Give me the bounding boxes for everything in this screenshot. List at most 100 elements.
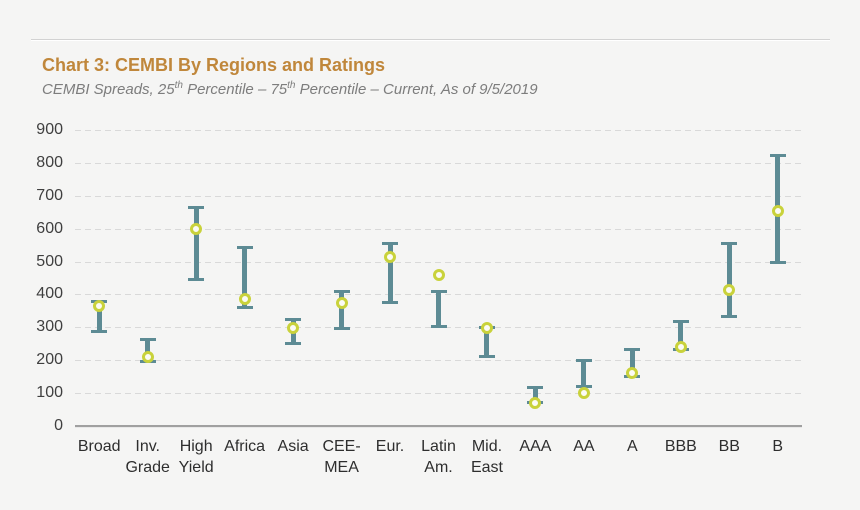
- chart-subtitle-part-0: CEMBI Spreads, 25: [42, 81, 175, 98]
- range-bar-stem-bb: [726, 243, 732, 318]
- gridline-700: [75, 195, 802, 197]
- current-marker-b: [771, 204, 784, 217]
- range-bar-stem-bbb: [678, 320, 684, 351]
- x-axis-label-aa-line-0: AA: [573, 438, 595, 455]
- range-cap-25th-cee-mea: [333, 326, 350, 330]
- gridline-200: [75, 360, 802, 362]
- x-axis-label-cee-mea: CEE- MEA: [313, 436, 369, 478]
- range-cap-25th-latin-am: [430, 325, 447, 329]
- x-axis-label-aa: AA: [556, 436, 612, 457]
- range-bar-stem-high-yield: [193, 207, 199, 280]
- y-axis-tick-label-600: 600: [36, 219, 63, 237]
- x-axis-label-asia-line-0: Asia: [277, 438, 309, 455]
- range-cap-25th-high-yield: [188, 277, 205, 281]
- x-axis-label-a-line-0: A: [627, 438, 638, 455]
- x-axis-label-aaa-line-0: AAA: [519, 438, 552, 455]
- y-axis-tick-label-0: 0: [54, 417, 63, 434]
- x-axis-label-bb: BB: [701, 436, 757, 457]
- current-marker-a: [626, 367, 639, 380]
- chart-title: Chart 3: CEMBI By Regions and Ratings: [42, 55, 386, 75]
- range-cap-75th-aa: [575, 359, 592, 363]
- y-axis-tick-label-500: 500: [36, 252, 63, 270]
- range-cap-75th-latin-am: [430, 290, 447, 294]
- range-cap-75th-eur: [382, 242, 399, 246]
- current-marker-eur: [384, 250, 397, 263]
- y-axis-tick-label-700: 700: [36, 186, 63, 204]
- current-marker-cee-mea: [335, 296, 348, 309]
- current-marker-latin-am: [432, 268, 445, 281]
- gridline-100: [75, 393, 802, 395]
- x-axis-label-africa: Africa: [216, 436, 272, 457]
- x-axis-label-latin-am-line-1: Am.: [424, 459, 453, 476]
- x-axis-label-high-yield: High Yield: [168, 436, 224, 478]
- current-marker-high-yield: [190, 222, 203, 235]
- chart-subtitle: CEMBI Spreads, 25th Percentile – 75th Pe…: [42, 80, 538, 100]
- range-bar-stem-a: [629, 348, 635, 377]
- x-axis-label-high-yield-line-1: Yield: [178, 459, 214, 476]
- header-divider-line: [31, 39, 830, 41]
- x-axis-label-latin-am-line-0: Latin: [421, 438, 456, 455]
- x-axis-baseline: [75, 425, 802, 428]
- current-marker-inv-grade: [141, 350, 154, 363]
- range-bar-stem-inv-grade: [145, 338, 151, 362]
- x-axis-label-mid-east: Mid. East: [459, 436, 515, 478]
- range-cap-75th-africa: [236, 245, 253, 249]
- x-axis-label-bb-line-0: BB: [718, 438, 740, 455]
- x-axis-label-a: A: [604, 436, 660, 457]
- y-axis-tick-label-200: 200: [36, 351, 63, 369]
- x-axis-label-mid-east-line-1: East: [470, 459, 503, 476]
- y-axis-tick-label-100: 100: [36, 384, 63, 402]
- x-axis-label-b-line-0: B: [772, 438, 784, 455]
- range-cap-75th-b: [769, 153, 786, 157]
- range-cap-25th-africa: [236, 305, 253, 309]
- x-axis-label-asia: Asia: [265, 436, 321, 457]
- y-axis-tick-label-300: 300: [36, 318, 63, 336]
- x-axis-label-bbb-line-0: BBB: [664, 438, 697, 455]
- range-cap-75th-aaa: [527, 385, 544, 389]
- current-marker-asia: [287, 321, 300, 334]
- y-axis-tick-label-800: 800: [36, 153, 63, 171]
- range-bar-stem-eur: [387, 243, 393, 303]
- x-axis-label-africa-line-0: Africa: [224, 438, 266, 455]
- current-marker-mid-east: [480, 321, 493, 334]
- gridline-600: [75, 228, 802, 230]
- x-axis-label-cee-mea-line-1: MEA: [324, 459, 359, 476]
- range-bar-stem-africa: [242, 246, 248, 308]
- x-axis-label-b: B: [750, 436, 806, 457]
- x-axis-label-high-yield-line-0: High: [179, 438, 213, 455]
- range-bar-stem-broad: [96, 301, 102, 333]
- gridline-900: [75, 130, 802, 131]
- range-cap-75th-a: [624, 347, 641, 351]
- current-marker-aaa: [529, 396, 542, 409]
- range-cap-25th-broad: [91, 330, 108, 334]
- x-axis-label-bbb: BBB: [653, 436, 709, 457]
- range-bar-stem-latin-am: [436, 291, 441, 328]
- range-bar-stem-aa: [581, 360, 587, 387]
- current-marker-bbb: [674, 341, 687, 354]
- current-marker-broad: [93, 299, 106, 312]
- current-marker-africa: [238, 293, 251, 306]
- range-cap-75th-high-yield: [188, 206, 205, 210]
- range-cap-25th-b: [769, 261, 786, 265]
- x-axis-label-inv-grade-line-0: Inv.: [135, 438, 160, 455]
- range-cap-75th-asia: [285, 318, 302, 322]
- current-marker-bb: [723, 283, 736, 296]
- x-axis-label-broad: Broad: [71, 436, 127, 457]
- y-axis-tick-label-400: 400: [36, 285, 63, 303]
- chart-subtitle-part-1: th: [174, 80, 183, 91]
- range-cap-75th-bb: [721, 242, 738, 246]
- chart-subtitle-part-4: Percentile – Current, As of 9/5/2019: [295, 81, 538, 98]
- x-axis-label-inv-grade-line-1: Grade: [125, 459, 170, 476]
- range-cap-75th-inv-grade: [139, 337, 156, 341]
- x-axis-label-eur: Eur.: [362, 436, 418, 457]
- y-axis-tick-label-900: 900: [36, 121, 63, 138]
- x-axis-label-mid-east-line-0: Mid.: [471, 438, 503, 455]
- x-axis-label-broad-line-0: Broad: [77, 438, 121, 455]
- chart-subtitle-part-3: th: [287, 80, 296, 91]
- gridline-500: [75, 261, 802, 263]
- range-bar-stem-aaa: [532, 386, 538, 403]
- x-axis-label-cee-mea-line-0: CEE-: [322, 438, 361, 455]
- range-cap-25th-aa: [575, 384, 592, 388]
- gridline-800: [75, 162, 802, 164]
